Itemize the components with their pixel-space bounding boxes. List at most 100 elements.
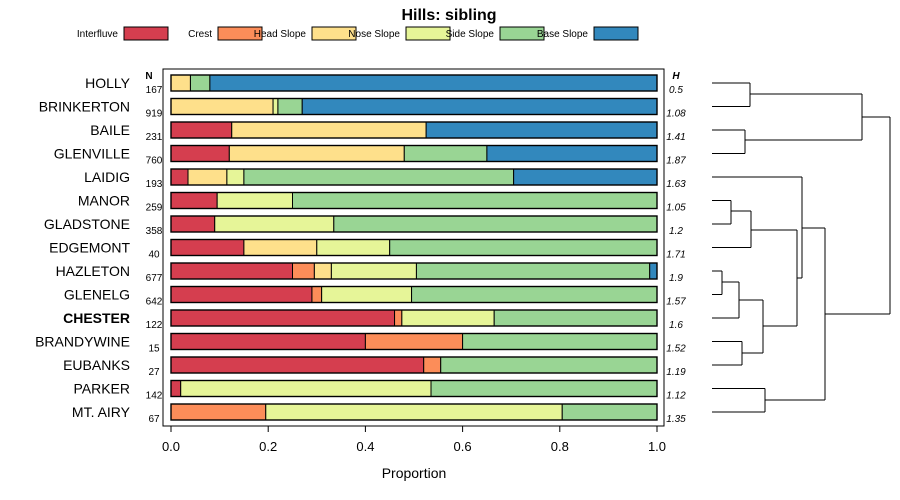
bar-rows: HOLLY 167 0.5 BRINKERTON 919 1.08 BAILE 231 1.41… [35, 74, 686, 425]
row-n-value: 358 [146, 226, 163, 237]
bar-outline [170, 379, 658, 398]
bar-outline [170, 97, 658, 116]
bar-segment-crest [292, 262, 315, 280]
bar-outline [170, 356, 658, 374]
bar-row-laidig: LAIDIG 193 1.63 [84, 168, 686, 190]
chart-title: Hills: sibling [401, 7, 496, 24]
bar-row-glenville: GLENVILLE 760 1.87 [54, 144, 686, 167]
row-label: CHESTER [63, 310, 130, 326]
h-column-header: H [672, 71, 680, 82]
bar-segment-crest [423, 356, 442, 374]
bar-segment-side-slope [430, 380, 658, 397]
bar-segment-side-slope [389, 239, 658, 256]
x-tick-label: 1.0 [648, 439, 666, 454]
row-h-value: 1.19 [666, 367, 686, 378]
row-label: GLENELG [64, 287, 130, 303]
bar-segment-crest [311, 286, 323, 303]
legend-label: Crest [188, 29, 212, 40]
bar-segment-head-slope [313, 262, 332, 280]
bar-segment-nose-slope [330, 262, 417, 280]
row-h-value: 1.52 [666, 344, 686, 355]
row-n-value: 231 [146, 132, 163, 143]
bar-segment-crest [170, 403, 267, 421]
bar-segment-head-slope [231, 121, 427, 139]
row-n-value: 642 [146, 297, 163, 308]
bar-outline [170, 191, 658, 210]
bar-row-mt-airy: MT. AIRY 67 1.35 [72, 403, 686, 425]
bar-row-eubanks: EUBANKS 27 1.19 [63, 356, 686, 378]
bar-segment-side-slope [333, 215, 658, 233]
bar-row-edgemont: EDGEMONT 40 1.71 [49, 238, 686, 261]
legend-item-interfluve: Interfluve [77, 26, 169, 41]
bar-segment-nose-slope [265, 403, 563, 421]
bar-row-hazleton: HAZLETON 677 1.9 [56, 262, 683, 284]
bar-segment-head-slope [170, 74, 191, 92]
bar-row-glenelg: GLENELG 642 1.57 [64, 285, 686, 308]
bar-segment-nose-slope [316, 239, 391, 256]
bar-segment-nose-slope [272, 98, 279, 115]
bar-segment-base-slope [209, 74, 658, 92]
legend-swatch [405, 26, 451, 41]
row-n-value: 27 [148, 367, 160, 378]
legend-label: Nose Slope [348, 29, 400, 40]
row-label: MANOR [78, 193, 130, 209]
bar-outline [170, 309, 658, 327]
x-tick-label: 0.6 [454, 439, 472, 454]
row-n-value: 193 [146, 179, 163, 190]
row-label: GLENVILLE [54, 146, 130, 162]
bar-outline [170, 332, 658, 351]
bar-segment-nose-slope [401, 309, 495, 327]
bar-segment-side-slope [493, 309, 658, 327]
x-tick-label: 0.4 [356, 439, 374, 454]
bar-segment-head-slope [243, 239, 318, 256]
row-label: LAIDIG [84, 169, 130, 185]
bar-row-brandywine: BRANDYWINE 15 1.52 [35, 332, 686, 355]
n-column-header: N [145, 71, 152, 82]
row-label: BRINKERTON [39, 99, 130, 115]
legend-label: Interfluve [77, 29, 119, 40]
bar-segment-side-slope [403, 145, 488, 162]
legend-swatch [311, 26, 357, 41]
row-n-value: 167 [146, 85, 163, 96]
legend-item-side-slope: Side Slope [446, 26, 545, 41]
bar-segment-side-slope [411, 286, 658, 303]
bar-segment-interfluve [170, 380, 182, 397]
bar-segment-base-slope [649, 262, 658, 280]
bar-outline [170, 403, 658, 421]
bar-row-baile: BAILE 231 1.41 [90, 121, 686, 143]
bar-row-gladstone: GLADSTONE 358 1.2 [44, 215, 683, 237]
row-h-value: 1.08 [666, 109, 686, 120]
x-axis: 0.0 0.2 0.4 0.6 0.8 1.0 [162, 425, 666, 454]
row-h-value: 1.12 [666, 391, 686, 402]
legend: Interfluve Crest Head Slope Nose Slope Side … [77, 26, 639, 41]
bar-segment-nose-slope [321, 286, 413, 303]
bar-outline [170, 121, 658, 139]
legend-swatch [593, 26, 639, 41]
row-label: EDGEMONT [49, 240, 130, 256]
row-h-value: 1.05 [666, 203, 686, 214]
bar-segment-base-slope [301, 98, 658, 115]
legend-label: Head Slope [254, 29, 307, 40]
bar-segment-interfluve [170, 333, 366, 350]
bar-outline [170, 262, 658, 280]
bar-segment-head-slope [170, 98, 274, 115]
row-h-value: 1.63 [666, 179, 686, 190]
bar-row-brinkerton: BRINKERTON 919 1.08 [39, 97, 686, 120]
row-n-value: 919 [146, 109, 163, 120]
bar-segment-side-slope [292, 192, 658, 209]
bar-segment-interfluve [170, 262, 293, 280]
bar-segment-head-slope [228, 145, 405, 162]
bar-segment-head-slope [187, 168, 228, 186]
bar-segment-interfluve [170, 309, 396, 327]
row-n-value: 142 [146, 391, 163, 402]
bar-segment-interfluve [170, 239, 245, 256]
bar-outline [170, 215, 658, 233]
bar-outline [170, 285, 658, 304]
row-label: BAILE [90, 122, 130, 138]
row-h-value: 1.71 [666, 250, 685, 261]
row-h-value: 1.57 [666, 297, 686, 308]
bar-segment-side-slope [189, 74, 211, 92]
bar-segment-interfluve [170, 356, 425, 374]
bar-segment-side-slope [462, 333, 658, 350]
row-label: EUBANKS [63, 357, 130, 373]
